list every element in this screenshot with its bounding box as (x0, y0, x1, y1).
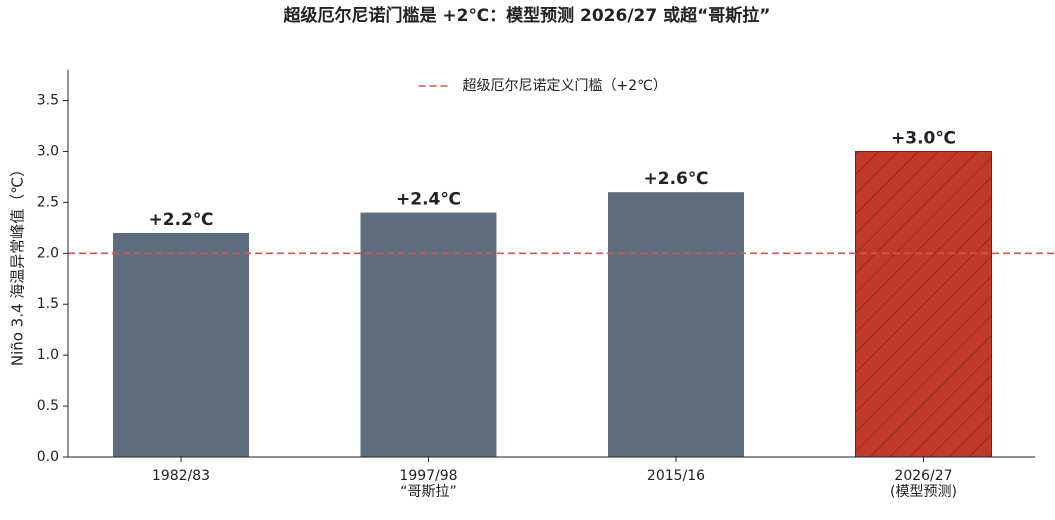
bar-hatch (855, 151, 992, 457)
y-axis-label: Niño 3.4 海温异常峰值（℃） (9, 162, 27, 366)
value-label: +2.2℃ (149, 210, 214, 230)
value-label: +2.4℃ (396, 190, 461, 210)
x-tick-label: 2026/27 (模型预测) (890, 468, 957, 500)
value-label: +3.0℃ (891, 128, 956, 148)
y-tick-label: 3.0 (37, 143, 59, 159)
legend-label: 超级厄尔尼诺定义门槛（+2℃） (463, 78, 667, 94)
bar (608, 192, 744, 458)
bar (113, 232, 249, 457)
x-tick-label: 1997/98 “哥斯拉” (399, 468, 458, 500)
y-tick-label: 3.5 (37, 93, 59, 109)
x-tick-label: 1982/83 (151, 468, 211, 484)
bar (360, 212, 497, 457)
y-tick-label: 1.5 (37, 296, 59, 312)
y-tick-label: 0.0 (37, 449, 59, 465)
x-tick-label: 2015/16 (646, 468, 706, 484)
chart-title: 超级厄尔尼诺门槛是 +2℃：模型预测 2026/27 或超“哥斯拉” (284, 5, 771, 26)
y-tick-label: 2.0 (37, 245, 59, 261)
y-tick-label: 1.0 (37, 347, 59, 363)
value-label: +2.6℃ (644, 169, 709, 189)
y-tick-label: 0.5 (37, 398, 59, 414)
y-tick-label: 2.5 (37, 194, 59, 210)
